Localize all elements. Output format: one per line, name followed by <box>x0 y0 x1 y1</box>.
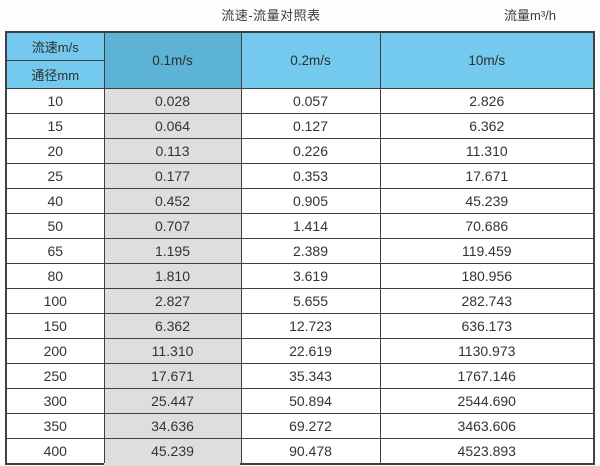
flow-cell-10ms: 282.743 <box>379 288 595 314</box>
flow-cell-10ms: 180.956 <box>379 263 595 289</box>
diameter-cell: 20 <box>5 138 105 164</box>
flow-cell-0-1ms: 0.028 <box>103 88 242 114</box>
flow-cell-10ms: 2.826 <box>379 88 595 114</box>
column-header-0-1ms: 0.1m/s <box>103 31 242 89</box>
header-row-velocity: 流速m/s 0.1m/s 0.2m/s 10m/s <box>5 31 595 89</box>
table-row: 50 0.707 1.414 70.686 <box>5 213 595 239</box>
diameter-cell: 10 <box>5 88 105 114</box>
table-row: 300 25.447 50.894 2544.690 <box>5 388 595 414</box>
flow-cell-10ms: 6.362 <box>379 113 595 139</box>
flow-cell-0-2ms: 0.057 <box>240 88 381 114</box>
flow-cell-0-2ms: 22.619 <box>240 338 381 364</box>
table-row: 40 0.452 0.905 45.239 <box>5 188 595 214</box>
header-row-diameter: 通径mm <box>5 60 594 89</box>
diameter-cell: 100 <box>5 288 105 314</box>
diameter-cell: 200 <box>5 338 105 364</box>
flow-cell-0-1ms: 34.636 <box>103 413 242 439</box>
flow-cell-0-1ms: 45.239 <box>103 438 242 465</box>
diameter-cell: 80 <box>5 263 105 289</box>
flow-cell-0-1ms: 11.310 <box>103 338 242 364</box>
flow-cell-10ms: 70.686 <box>379 213 595 239</box>
table-row: 100 2.827 5.655 282.743 <box>5 288 595 314</box>
diameter-cell: 15 <box>5 113 105 139</box>
flow-cell-10ms: 1767.146 <box>379 363 595 389</box>
flow-cell-0-2ms: 2.389 <box>240 238 381 264</box>
diameter-cell: 65 <box>5 238 105 264</box>
diameter-cell: 300 <box>5 388 105 414</box>
table-row: 80 1.810 3.619 180.956 <box>5 263 595 289</box>
diameter-cell: 250 <box>5 363 105 389</box>
table-row: 20 0.113 0.226 11.310 <box>5 138 595 164</box>
table-header: 流速m/s 0.1m/s 0.2m/s 10m/s 通径mm <box>5 31 595 89</box>
table-row: 250 17.671 35.343 1767.146 <box>5 363 595 389</box>
flow-cell-10ms: 17.671 <box>379 163 595 189</box>
flow-cell-0-1ms: 0.064 <box>103 113 242 139</box>
column-header-10ms: 10m/s <box>379 31 595 89</box>
flow-cell-10ms: 119.459 <box>379 238 595 264</box>
diameter-cell: 50 <box>5 213 105 239</box>
page-title: 流速-流量对照表 <box>221 8 321 23</box>
flow-cell-0-2ms: 5.655 <box>240 288 381 314</box>
table-body: 10 0.028 0.057 2.826 15 0.064 0.127 6.36… <box>5 88 595 465</box>
flow-cell-10ms: 636.173 <box>379 313 595 339</box>
table-row: 350 34.636 69.272 3463.606 <box>5 413 595 439</box>
flow-cell-0-2ms: 0.226 <box>240 138 381 164</box>
flow-cell-10ms: 1130.973 <box>379 338 595 364</box>
flow-cell-0-1ms: 0.452 <box>103 188 242 214</box>
diameter-cell: 25 <box>5 163 105 189</box>
flow-cell-10ms: 3463.606 <box>379 413 595 439</box>
corner-velocity-label: 流速m/s <box>5 31 105 61</box>
table-row: 65 1.195 2.389 119.459 <box>5 238 595 264</box>
flow-cell-0-1ms: 0.177 <box>103 163 242 189</box>
flow-cell-0-1ms: 1.810 <box>103 263 242 289</box>
table-row: 15 0.064 0.127 6.362 <box>5 113 595 139</box>
flow-cell-0-1ms: 25.447 <box>103 388 242 414</box>
table-row: 400 45.239 90.478 4523.893 <box>5 438 595 465</box>
diameter-cell: 350 <box>5 413 105 439</box>
column-header-0-2ms: 0.2m/s <box>240 31 381 89</box>
table-row: 200 11.310 22.619 1130.973 <box>5 338 595 364</box>
flow-cell-0-1ms: 0.113 <box>103 138 242 164</box>
flow-cell-0-1ms: 6.362 <box>103 313 242 339</box>
table-row: 10 0.028 0.057 2.826 <box>5 88 595 114</box>
top-labels: 流速-流量对照表 流量m³/h <box>0 0 600 30</box>
table-row: 25 0.177 0.353 17.671 <box>5 163 595 189</box>
flow-cell-10ms: 45.239 <box>379 188 595 214</box>
flow-cell-0-1ms: 0.707 <box>103 213 242 239</box>
table-row: 150 6.362 12.723 636.173 <box>5 313 595 339</box>
gray-column-overflow <box>104 463 240 466</box>
flow-unit-label: 流量m³/h <box>503 8 557 23</box>
flow-cell-0-1ms: 1.195 <box>103 238 242 264</box>
flow-cell-0-2ms: 3.619 <box>240 263 381 289</box>
flow-cell-0-2ms: 0.905 <box>240 188 381 214</box>
flow-cell-0-2ms: 50.894 <box>240 388 381 414</box>
flow-cell-0-2ms: 0.127 <box>240 113 381 139</box>
corner-diameter-label: 通径mm <box>5 60 105 89</box>
flow-rate-table: 流速m/s 0.1m/s 0.2m/s 10m/s 通径mm 10 0.028 … <box>5 31 595 465</box>
flow-cell-0-2ms: 35.343 <box>240 363 381 389</box>
flow-cell-0-2ms: 69.272 <box>240 413 381 439</box>
diameter-cell: 150 <box>5 313 105 339</box>
flow-cell-10ms: 2544.690 <box>379 388 595 414</box>
flow-cell-0-2ms: 1.414 <box>240 213 381 239</box>
flow-cell-0-1ms: 17.671 <box>103 363 242 389</box>
diameter-cell: 400 <box>5 438 105 465</box>
flow-cell-0-2ms: 12.723 <box>240 313 381 339</box>
flow-cell-0-2ms: 0.353 <box>240 163 381 189</box>
flow-cell-10ms: 4523.893 <box>379 438 595 465</box>
flow-cell-0-1ms: 2.827 <box>103 288 242 314</box>
flow-cell-10ms: 11.310 <box>379 138 595 164</box>
diameter-cell: 40 <box>5 188 105 214</box>
flow-cell-0-2ms: 90.478 <box>240 438 381 465</box>
